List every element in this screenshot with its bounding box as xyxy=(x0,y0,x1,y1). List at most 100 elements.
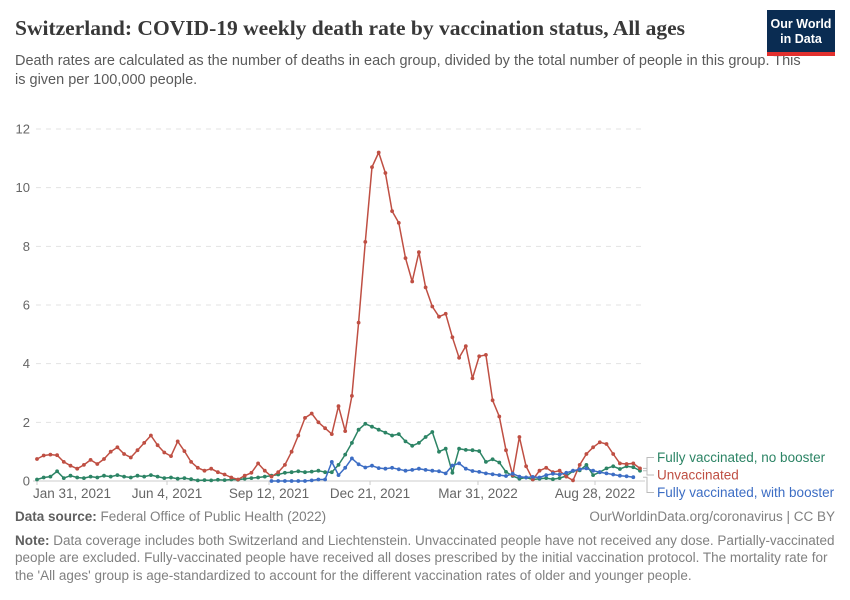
data-point-fully-vaccinated-no-booster xyxy=(68,473,73,478)
data-point-fully-vaccinated-no-booster xyxy=(323,470,327,475)
data-point-fully-vaccinated-no-booster xyxy=(222,478,227,482)
data-point-fully-vaccinated-no-booster xyxy=(363,421,368,426)
data-point-fully-vaccinated-no-booster xyxy=(376,427,381,432)
data-point-unvaccinated xyxy=(128,455,133,460)
data-point-fully-vaccinated-with-booster xyxy=(343,465,348,470)
x-axis-label: Jun 4, 2021 xyxy=(132,486,203,501)
data-point-unvaccinated xyxy=(376,150,381,155)
data-point-unvaccinated xyxy=(504,448,508,453)
data-point-unvaccinated xyxy=(557,468,562,473)
data-point-fully-vaccinated-with-booster xyxy=(571,468,575,473)
chart-footer: Data source: Federal Office of Public He… xyxy=(15,508,835,584)
data-point-unvaccinated xyxy=(309,411,314,416)
data-point-unvaccinated xyxy=(383,171,388,175)
data-point-fully-vaccinated-no-booster xyxy=(41,475,46,480)
data-point-fully-vaccinated-no-booster xyxy=(437,449,441,454)
data-point-unvaccinated xyxy=(82,463,86,467)
data-point-unvaccinated xyxy=(229,475,234,480)
data-point-fully-vaccinated-no-booster xyxy=(95,475,100,480)
data-point-fully-vaccinated-with-booster xyxy=(584,466,589,471)
data-point-unvaccinated xyxy=(437,314,441,319)
x-axis-label: Jan 31, 2021 xyxy=(33,486,111,501)
y-axis-label-4: 4 xyxy=(23,356,30,371)
data-point-fully-vaccinated-no-booster xyxy=(155,474,160,479)
chart-header: Switzerland: COVID-19 weekly death rate … xyxy=(15,10,835,89)
data-point-unvaccinated xyxy=(524,464,528,469)
legend-connector-fully-vaccinated-with-booster xyxy=(643,476,654,493)
data-point-fully-vaccinated-no-booster xyxy=(61,476,66,480)
data-point-fully-vaccinated-no-booster xyxy=(35,477,39,482)
data-point-fully-vaccinated-no-booster xyxy=(423,435,428,439)
data-point-fully-vaccinated-with-booster xyxy=(303,479,307,483)
data-point-unvaccinated xyxy=(423,285,428,290)
data-point-unvaccinated xyxy=(597,440,602,445)
data-point-fully-vaccinated-with-booster xyxy=(403,468,408,473)
data-point-fully-vaccinated-with-booster xyxy=(497,473,502,477)
x-axis-label: Aug 28, 2022 xyxy=(555,486,635,501)
data-point-fully-vaccinated-with-booster xyxy=(624,474,629,479)
data-point-unvaccinated xyxy=(577,463,582,467)
data-point-fully-vaccinated-with-booster xyxy=(423,468,428,472)
data-point-unvaccinated xyxy=(624,462,629,466)
data-source-value: Federal Office of Public Health (2022) xyxy=(96,509,327,524)
data-point-unvaccinated xyxy=(611,452,616,456)
data-point-unvaccinated xyxy=(584,452,589,456)
data-point-unvaccinated xyxy=(256,461,260,466)
data-point-fully-vaccinated-no-booster xyxy=(216,477,220,482)
data-point-fully-vaccinated-no-booster xyxy=(490,457,495,462)
data-point-fully-vaccinated-no-booster xyxy=(303,470,307,475)
data-point-unvaccinated xyxy=(35,457,39,461)
data-point-fully-vaccinated-no-booster xyxy=(329,470,334,475)
note-text: Data coverage includes both Switzerland … xyxy=(15,532,835,583)
data-point-fully-vaccinated-no-booster xyxy=(417,441,421,445)
data-point-fully-vaccinated-with-booster xyxy=(537,475,542,480)
data-point-unvaccinated xyxy=(443,311,448,316)
data-point-unvaccinated xyxy=(108,449,113,454)
data-point-fully-vaccinated-no-booster xyxy=(309,469,314,474)
data-point-fully-vaccinated-with-booster xyxy=(463,466,468,471)
data-point-unvaccinated xyxy=(564,474,569,479)
data-point-unvaccinated xyxy=(604,442,609,446)
data-point-fully-vaccinated-no-booster xyxy=(410,443,415,448)
data-point-unvaccinated xyxy=(262,468,267,473)
data-point-fully-vaccinated-no-booster xyxy=(477,449,482,453)
x-axis-label: Sep 12, 2021 xyxy=(229,486,309,501)
data-point-fully-vaccinated-with-booster xyxy=(577,467,582,472)
data-point-fully-vaccinated-no-booster xyxy=(175,476,180,481)
source-row: Data source: Federal Office of Public He… xyxy=(15,508,835,526)
data-point-unvaccinated xyxy=(591,445,595,450)
data-point-unvaccinated xyxy=(169,454,173,458)
data-point-fully-vaccinated-with-booster xyxy=(336,473,341,477)
data-point-unvaccinated xyxy=(430,304,435,309)
y-axis-label-6: 6 xyxy=(23,298,30,313)
data-point-fully-vaccinated-no-booster xyxy=(135,473,140,478)
data-point-fully-vaccinated-no-booster xyxy=(356,427,361,432)
data-point-fully-vaccinated-with-booster xyxy=(443,471,448,476)
data-point-unvaccinated xyxy=(222,472,227,477)
data-point-unvaccinated xyxy=(618,461,622,466)
data-point-unvaccinated xyxy=(48,452,53,457)
data-point-fully-vaccinated-no-booster xyxy=(611,464,616,469)
data-point-unvaccinated xyxy=(370,165,374,170)
data-point-fully-vaccinated-with-booster xyxy=(504,474,508,478)
data-point-fully-vaccinated-no-booster xyxy=(122,474,126,479)
data-point-fully-vaccinated-no-booster xyxy=(296,469,301,474)
data-point-unvaccinated xyxy=(162,450,167,455)
data-point-fully-vaccinated-no-booster xyxy=(55,469,59,474)
data-point-fully-vaccinated-no-booster xyxy=(202,478,207,482)
legend-connector-fully-vaccinated-no-booster xyxy=(643,457,654,472)
data-point-unvaccinated xyxy=(450,335,455,340)
data-point-fully-vaccinated-with-booster xyxy=(383,466,388,471)
data-point-fully-vaccinated-with-booster xyxy=(450,463,455,468)
owid-logo: Our World in Data xyxy=(767,10,835,56)
legend-connector-unvaccinated xyxy=(643,467,654,476)
data-point-unvaccinated xyxy=(149,433,153,438)
data-point-fully-vaccinated-no-booster xyxy=(316,468,321,473)
data-point-fully-vaccinated-with-booster xyxy=(604,471,609,476)
data-point-fully-vaccinated-no-booster xyxy=(256,475,260,480)
data-point-fully-vaccinated-no-booster xyxy=(162,476,167,480)
data-point-fully-vaccinated-no-booster xyxy=(142,474,147,479)
data-point-fully-vaccinated-no-booster xyxy=(618,467,622,471)
data-point-unvaccinated xyxy=(209,466,214,471)
data-point-unvaccinated xyxy=(316,420,321,425)
